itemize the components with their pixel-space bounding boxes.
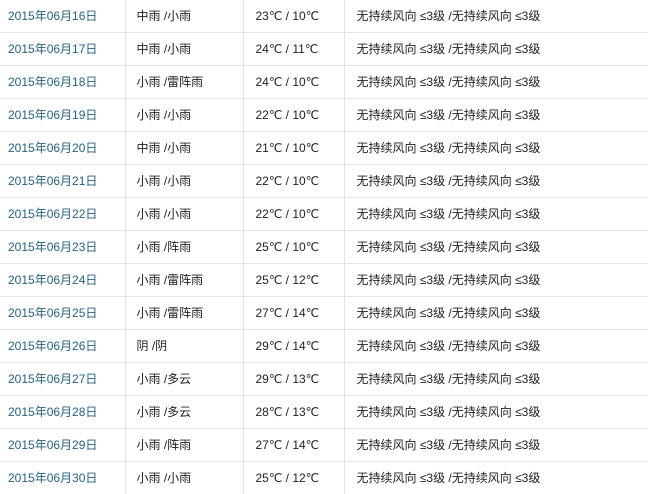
cell-wind: 无持续风向 ≤3级 /无持续风向 ≤3级: [344, 396, 648, 429]
cell-weather: 中雨 /小雨: [125, 0, 243, 33]
cell-wind: 无持续风向 ≤3级 /无持续风向 ≤3级: [344, 429, 648, 462]
cell-date[interactable]: 2015年06月25日: [0, 297, 125, 330]
cell-temperature: 27℃ / 14℃: [243, 297, 344, 330]
cell-date[interactable]: 2015年06月26日: [0, 330, 125, 363]
cell-wind: 无持续风向 ≤3级 /无持续风向 ≤3级: [344, 99, 648, 132]
cell-wind: 无持续风向 ≤3级 /无持续风向 ≤3级: [344, 330, 648, 363]
cell-date[interactable]: 2015年06月30日: [0, 462, 125, 494]
cell-date[interactable]: 2015年06月19日: [0, 99, 125, 132]
cell-temperature: 24℃ / 11℃: [243, 33, 344, 66]
cell-weather: 小雨 /雷阵雨: [125, 297, 243, 330]
cell-weather: 小雨 /阵雨: [125, 429, 243, 462]
cell-date[interactable]: 2015年06月29日: [0, 429, 125, 462]
cell-temperature: 27℃ / 14℃: [243, 429, 344, 462]
cell-date[interactable]: 2015年06月17日: [0, 33, 125, 66]
cell-weather: 中雨 /小雨: [125, 132, 243, 165]
cell-temperature: 24℃ / 10℃: [243, 66, 344, 99]
cell-date[interactable]: 2015年06月21日: [0, 165, 125, 198]
cell-temperature: 23℃ / 10℃: [243, 0, 344, 33]
cell-temperature: 22℃ / 10℃: [243, 198, 344, 231]
cell-weather: 中雨 /小雨: [125, 33, 243, 66]
cell-date[interactable]: 2015年06月28日: [0, 396, 125, 429]
cell-wind: 无持续风向 ≤3级 /无持续风向 ≤3级: [344, 132, 648, 165]
cell-temperature: 29℃ / 13℃: [243, 363, 344, 396]
cell-date[interactable]: 2015年06月27日: [0, 363, 125, 396]
cell-date[interactable]: 2015年06月16日: [0, 0, 125, 33]
cell-date[interactable]: 2015年06月22日: [0, 198, 125, 231]
cell-wind: 无持续风向 ≤3级 /无持续风向 ≤3级: [344, 231, 648, 264]
cell-wind: 无持续风向 ≤3级 /无持续风向 ≤3级: [344, 165, 648, 198]
cell-temperature: 25℃ / 10℃: [243, 231, 344, 264]
cell-wind: 无持续风向 ≤3级 /无持续风向 ≤3级: [344, 462, 648, 494]
cell-weather: 阴 /阴: [125, 330, 243, 363]
cell-weather: 小雨 /雷阵雨: [125, 66, 243, 99]
cell-wind: 无持续风向 ≤3级 /无持续风向 ≤3级: [344, 297, 648, 330]
cell-date[interactable]: 2015年06月24日: [0, 264, 125, 297]
cell-temperature: 28℃ / 13℃: [243, 396, 344, 429]
cell-wind: 无持续风向 ≤3级 /无持续风向 ≤3级: [344, 363, 648, 396]
cell-weather: 小雨 /多云: [125, 396, 243, 429]
cell-weather: 小雨 /小雨: [125, 165, 243, 198]
cell-date[interactable]: 2015年06月23日: [0, 231, 125, 264]
cell-temperature: 22℃ / 10℃: [243, 165, 344, 198]
cell-temperature: 22℃ / 10℃: [243, 99, 344, 132]
cell-weather: 小雨 /雷阵雨: [125, 264, 243, 297]
cell-wind: 无持续风向 ≤3级 /无持续风向 ≤3级: [344, 198, 648, 231]
cell-weather: 小雨 /阵雨: [125, 231, 243, 264]
cell-date[interactable]: 2015年06月20日: [0, 132, 125, 165]
cell-wind: 无持续风向 ≤3级 /无持续风向 ≤3级: [344, 0, 648, 33]
cell-weather: 小雨 /小雨: [125, 462, 243, 494]
cell-wind: 无持续风向 ≤3级 /无持续风向 ≤3级: [344, 66, 648, 99]
cell-temperature: 21℃ / 10℃: [243, 132, 344, 165]
cell-wind: 无持续风向 ≤3级 /无持续风向 ≤3级: [344, 33, 648, 66]
cell-temperature: 25℃ / 12℃: [243, 462, 344, 494]
cell-temperature: 29℃ / 14℃: [243, 330, 344, 363]
cell-weather: 小雨 /小雨: [125, 198, 243, 231]
cell-date[interactable]: 2015年06月18日: [0, 66, 125, 99]
cell-wind: 无持续风向 ≤3级 /无持续风向 ≤3级: [344, 264, 648, 297]
cell-temperature: 25℃ / 12℃: [243, 264, 344, 297]
cell-weather: 小雨 /小雨: [125, 99, 243, 132]
cell-weather: 小雨 /多云: [125, 363, 243, 396]
